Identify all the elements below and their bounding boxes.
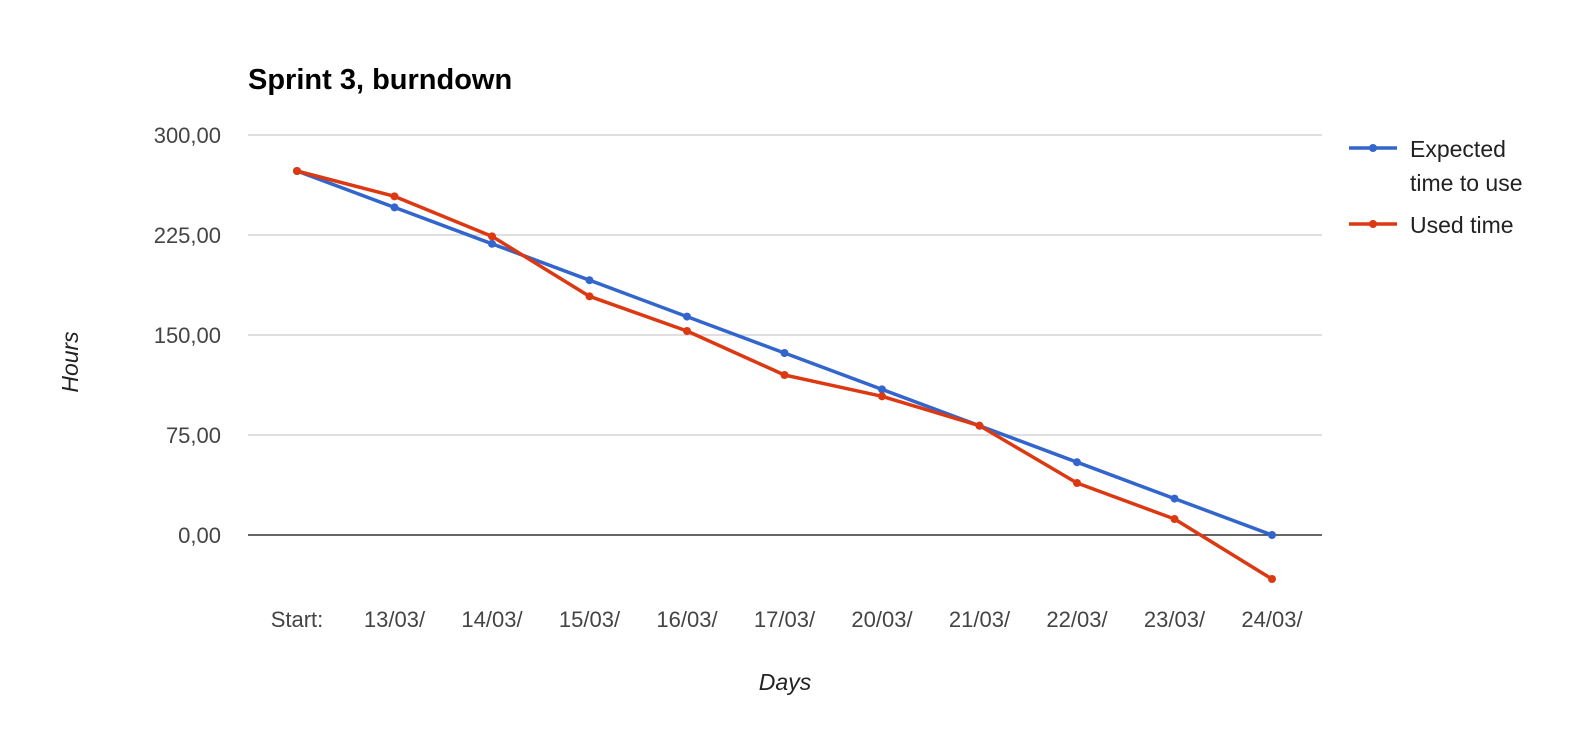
data-point <box>1073 479 1081 487</box>
x-tick-label: 13/03/ <box>364 607 426 632</box>
data-point <box>780 349 789 357</box>
y-tick-label: 75,00 <box>166 423 221 448</box>
x-tick-label: 22/03/ <box>1046 607 1108 632</box>
gridlines <box>248 134 1322 536</box>
data-point <box>585 276 594 285</box>
x-tick-label: 23/03/ <box>1144 607 1206 632</box>
x-tick-label: 16/03/ <box>656 607 718 632</box>
y-tick-label: 300,00 <box>154 123 221 148</box>
legend-label: time to use <box>1410 170 1523 196</box>
data-point <box>780 371 789 379</box>
y-tick-label: 225,00 <box>154 223 221 248</box>
data-point <box>488 232 496 241</box>
y-tick-label: 150,00 <box>154 323 221 348</box>
legend-marker <box>1369 220 1377 228</box>
data-point <box>1170 494 1179 503</box>
chart-title: Sprint 3, burndown <box>248 64 512 96</box>
series-lines <box>293 167 1276 583</box>
data-point <box>1170 515 1179 523</box>
data-point <box>390 203 399 212</box>
data-point <box>1268 575 1276 583</box>
data-point <box>683 312 691 321</box>
legend: Expected time to use Used time <box>1349 136 1523 238</box>
data-point <box>683 327 691 335</box>
x-axis-ticks: Start: 13/03/14/03/15/03/16/03/17/03/20/0… <box>271 607 1304 632</box>
data-point <box>975 421 984 430</box>
legend-item: Expected time to use <box>1349 136 1523 196</box>
y-tick-label: 0,00 <box>178 523 221 548</box>
data-point <box>488 239 496 248</box>
legend-marker <box>1369 144 1377 152</box>
data-point <box>878 385 886 394</box>
data-point <box>293 167 301 175</box>
legend-label: Used time <box>1410 212 1514 238</box>
x-tick-label: 20/03/ <box>851 607 913 632</box>
x-tick-label: 21/03/ <box>949 607 1011 632</box>
x-axis-title: Days <box>759 669 812 695</box>
data-point <box>1073 458 1081 467</box>
x-tick-label: 17/03/ <box>754 607 816 632</box>
data-point <box>390 192 399 201</box>
y-axis-title: Hours <box>57 331 83 393</box>
data-point <box>878 392 886 401</box>
series-0 <box>293 167 1276 539</box>
data-point <box>1268 531 1276 539</box>
series-1 <box>293 167 1276 583</box>
x-tick-label: 14/03/ <box>461 607 523 632</box>
data-point <box>585 292 594 301</box>
legend-item: Used time <box>1349 212 1514 238</box>
y-axis-ticks: 0,00 75,00 150,00 225,00 300,00 <box>154 123 221 548</box>
x-tick-label: 24/03/ <box>1241 607 1303 632</box>
legend-label: Expected <box>1410 136 1506 162</box>
x-tick-label: Start: <box>271 607 324 632</box>
x-tick-label: 15/03/ <box>559 607 621 632</box>
